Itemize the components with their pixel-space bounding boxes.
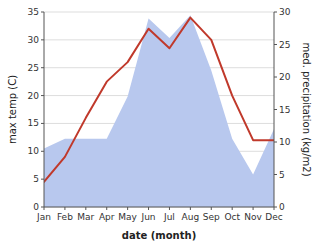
x-tick-label: Jan	[36, 212, 51, 222]
x-tick	[148, 207, 149, 210]
plot-area	[44, 15, 274, 207]
x-tick	[127, 207, 128, 210]
y2-tick-label: 25	[279, 40, 290, 50]
x-tick-label: Jul	[163, 212, 175, 222]
y2-tick-label: 10	[279, 137, 291, 147]
x-tick	[232, 207, 233, 210]
x-tick-label: May	[118, 212, 137, 222]
y2-tick-label: 0	[279, 202, 285, 212]
y2-tick	[274, 44, 277, 45]
grid	[44, 12, 274, 207]
x-tick	[106, 207, 107, 210]
grid-line	[44, 12, 274, 13]
axes: 0 5 10 15 20 25 30 35 0 5 10 15 20 25 30 Jan Feb Mar AprMa…	[28, 7, 291, 222]
y-tick-label: 20	[28, 91, 40, 101]
x-tick-label: Feb	[57, 212, 73, 222]
x-tick-label: Oct	[224, 212, 240, 222]
y2-tick	[274, 109, 277, 110]
x-tick	[274, 207, 275, 210]
y-tick-label: 0	[33, 202, 39, 212]
y-tick	[41, 67, 44, 68]
y-tick-label: 10	[28, 146, 40, 156]
y-tick	[41, 95, 44, 96]
area	[44, 15, 274, 207]
y2-tick	[274, 12, 277, 13]
x-tick-label: Nov	[244, 212, 262, 222]
y-tick	[41, 123, 44, 124]
x-tick	[211, 207, 212, 210]
x-tick-label: Sep	[203, 212, 220, 222]
x-tick	[169, 207, 170, 210]
y-tick	[41, 179, 44, 180]
x-tick-label: Aug	[182, 212, 200, 222]
grid-line	[44, 207, 274, 208]
y-tick	[41, 151, 44, 152]
y-tick-label: 5	[33, 174, 39, 184]
y2-tick	[274, 142, 277, 143]
x-tick-label: Mar	[77, 212, 94, 222]
y2-tick-label: 30	[279, 7, 291, 17]
x-tick	[64, 207, 65, 210]
x-axis-line	[44, 207, 274, 208]
y-tick-label: 30	[28, 35, 40, 45]
y2-tick-label: 15	[279, 105, 290, 115]
chart: 0 5 10 15 20 25 30 35 0 5 10 15 20 25 30 Jan Feb Mar AprMa…	[0, 0, 318, 247]
y-tick-label: 15	[28, 118, 39, 128]
y2-tick	[274, 174, 277, 175]
y2-tick	[274, 77, 277, 78]
y-tick	[41, 12, 44, 13]
y2-tick-label: 5	[279, 170, 285, 180]
x-tick	[253, 207, 254, 210]
y-axis-line	[44, 12, 45, 207]
x-tick-label: Jun	[141, 212, 156, 222]
line	[44, 18, 274, 182]
y2-tick-label: 20	[279, 72, 291, 82]
x-tick-label: Dec	[265, 212, 282, 222]
x-tick	[190, 207, 191, 210]
y-tick-label: 35	[28, 7, 39, 17]
y-tick	[41, 39, 44, 40]
y-tick-label: 25	[28, 63, 39, 73]
x-tick	[85, 207, 86, 210]
x-axis-label: date (month)	[122, 230, 196, 241]
x-tick-label: Apr	[99, 212, 115, 222]
y-axis-label: max temp (C)	[7, 75, 18, 144]
y2-axis-label: med. precipitation (kg/m2)	[301, 42, 312, 176]
x-tick	[44, 207, 45, 210]
